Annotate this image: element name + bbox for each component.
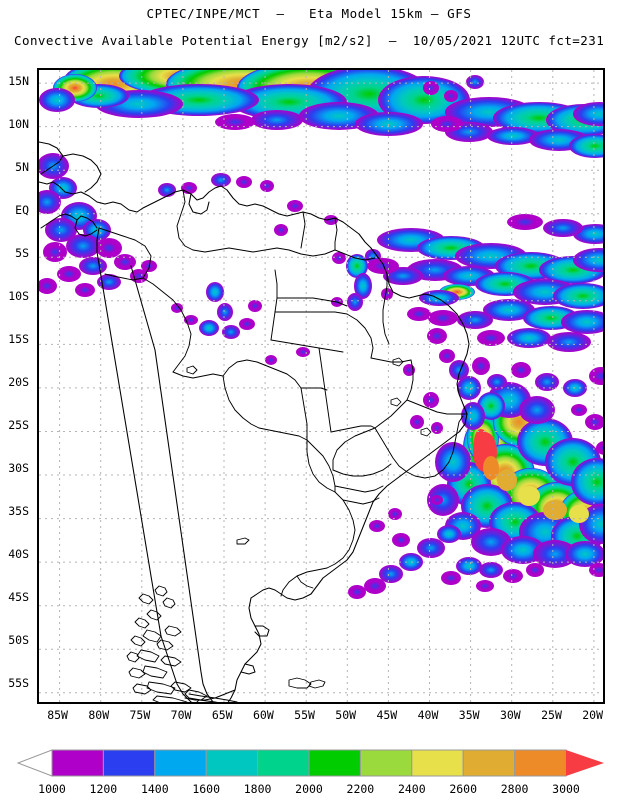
- x-tick-40w: 40W: [417, 708, 439, 722]
- colorbar-swatches: [16, 749, 604, 777]
- y-tick-10s: 10S: [8, 288, 29, 303]
- graticule: [39, 70, 603, 702]
- y-tick-45s: 45S: [8, 589, 29, 604]
- colorbar-bin-5: [308, 749, 361, 777]
- x-tick-45w: 45W: [376, 708, 398, 722]
- map-plot-area: [37, 68, 605, 704]
- y-tick-30s: 30S: [8, 460, 29, 475]
- y-tick-25s: 25S: [8, 417, 29, 432]
- colorbar-bin-6: [359, 749, 413, 777]
- colorbar-tick-2800: 2800: [500, 782, 529, 796]
- cape-field: [39, 70, 603, 599]
- x-tick-20w: 20W: [582, 708, 604, 722]
- x-tick-35w: 35W: [458, 708, 480, 722]
- colorbar: 1000 1200 1400 1600 1800 2000 2200 2400 2600 2800…: [0, 744, 618, 800]
- x-tick-55w: 55W: [294, 708, 315, 722]
- map-borders: [98, 189, 468, 597]
- x-tick-70w: 70W: [170, 708, 192, 722]
- x-tick-30w: 30W: [499, 708, 521, 722]
- colorbar-bin-0: [51, 749, 104, 777]
- colorbar-tick-1200: 1200: [89, 782, 118, 796]
- colorbar-bin-7: [411, 749, 464, 777]
- x-tick-60w: 60W: [252, 708, 274, 722]
- colorbar-tick-1800: 1800: [243, 782, 272, 796]
- y-tick-eq: EQ: [15, 202, 29, 217]
- x-tick-25w: 25W: [541, 708, 562, 722]
- x-tick-50w: 50W: [335, 708, 357, 722]
- colorbar-tick-2400: 2400: [397, 782, 426, 796]
- x-tick-65w: 65W: [211, 708, 233, 722]
- y-tick-40s: 40S: [8, 546, 29, 561]
- x-tick-75w: 75W: [129, 708, 151, 722]
- colorbar-tick-2600: 2600: [449, 782, 478, 796]
- colorbar-bin-1: [102, 749, 156, 777]
- page-title: CPTEC/INPE/MCT — Eta Model 15km — GFS: [146, 6, 472, 21]
- map-frame: [37, 68, 605, 704]
- colorbar-tick-2000: 2000: [295, 782, 323, 796]
- colorbar-bin-2: [154, 749, 207, 777]
- y-tick-20s: 20S: [8, 374, 29, 389]
- colorbar-tick-1400: 1400: [140, 782, 169, 796]
- colorbar-tick-1600: 1600: [192, 782, 221, 796]
- y-axis-labels: 15N 10N 5N EQ 5S 10S 15S 20S 25S 30S 35S 40S 45S 50S 5…: [0, 68, 33, 704]
- x-axis-labels: 85W 80W 75W 70W 65W 60W 55W 50W 45W 40W 35W 30W 25W 2…: [37, 708, 605, 728]
- colorbar-bin-8: [462, 749, 516, 777]
- colorbar-bin-9: [514, 749, 567, 777]
- map-canvas: [39, 70, 603, 702]
- colorbar-tick-2200: 2200: [346, 782, 375, 796]
- colorbar-bin-3: [205, 749, 259, 777]
- y-tick-50s: 50S: [8, 632, 29, 647]
- colorbar-bin-4: [257, 749, 310, 777]
- y-tick-5s: 5S: [15, 245, 29, 260]
- colorbar-over-arrow: [566, 750, 604, 776]
- y-tick-55s: 55S: [8, 675, 29, 690]
- x-tick-85w: 85W: [47, 708, 68, 722]
- colorbar-under-arrow: [16, 749, 53, 777]
- x-tick-80w: 80W: [88, 708, 110, 722]
- y-tick-15s: 15S: [8, 331, 29, 346]
- y-tick-10n: 10N: [8, 116, 29, 131]
- colorbar-tick-1000: 1000: [38, 782, 66, 796]
- y-tick-5n: 5N: [15, 159, 29, 174]
- map-coastlines: [39, 141, 470, 702]
- page-subtitle: Convective Available Potential Energy [m…: [14, 33, 605, 48]
- y-tick-35s: 35S: [8, 503, 29, 518]
- y-tick-15n: 15N: [8, 73, 29, 88]
- colorbar-tick-3000: 3000: [552, 782, 580, 796]
- colorbar-tick-labels: 1000 1200 1400 1600 1800 2000 2200 2400 2600 2800…: [0, 782, 618, 800]
